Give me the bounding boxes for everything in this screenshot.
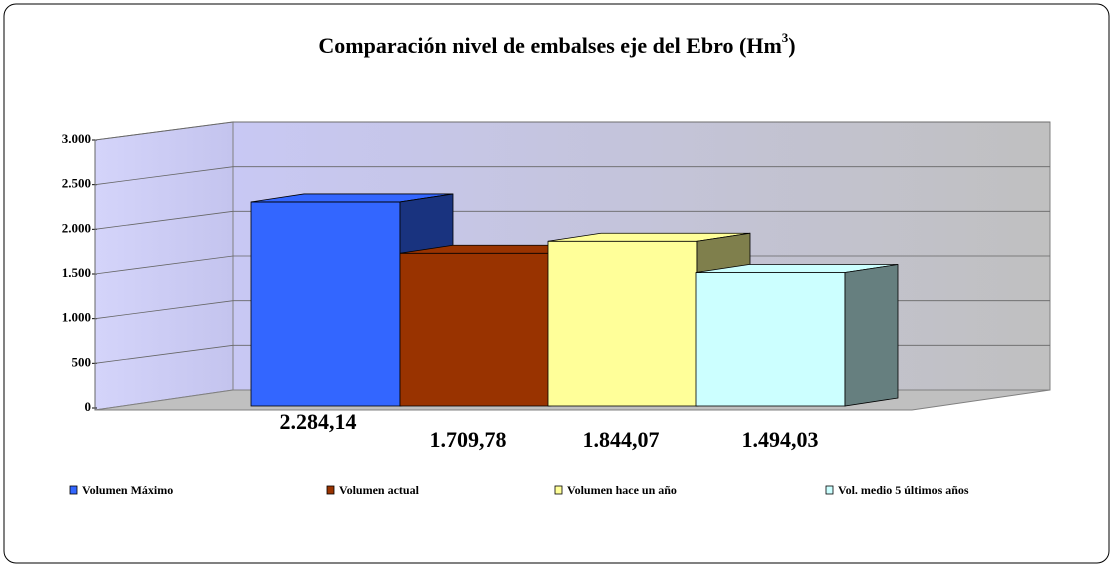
legend-swatch	[326, 485, 335, 495]
value-label: 1.494,03	[742, 427, 819, 452]
y-tick-label: 1.500	[62, 265, 91, 280]
legend-swatch	[825, 485, 834, 495]
legend-label: Volumen hace un año	[567, 483, 677, 497]
y-tick-label: 2.500	[62, 176, 91, 191]
chart-title: Comparación nivel de embalses eje del Eb…	[318, 30, 795, 58]
left-wall	[94, 121, 234, 411]
grid-line	[94, 121, 1050, 141]
legend-label: Volumen actual	[339, 483, 420, 497]
bar-front	[547, 240, 698, 407]
bar-front	[399, 252, 550, 407]
y-tick-label: 2.000	[62, 220, 91, 235]
y-tick-label: 3.000	[62, 131, 91, 146]
y-tick-label: 0	[85, 399, 92, 414]
bar-side	[844, 264, 899, 407]
legend-label: Vol. medio 5 últimos años	[838, 483, 969, 497]
grid-line	[94, 255, 1050, 275]
legend-swatch	[69, 485, 78, 495]
value-label: 1.709,78	[430, 427, 507, 452]
y-tick-label: 500	[72, 354, 92, 369]
y-tick-label: 1.000	[62, 310, 91, 325]
bar-front	[250, 201, 401, 407]
legend-label: Volumen Máximo	[82, 483, 173, 497]
grid-line	[94, 210, 1050, 230]
value-label: 1.844,07	[583, 427, 660, 452]
legend-swatch	[554, 485, 563, 495]
bar-front	[695, 272, 846, 407]
grid-line	[94, 166, 1050, 186]
value-label: 2.284,14	[280, 409, 357, 434]
